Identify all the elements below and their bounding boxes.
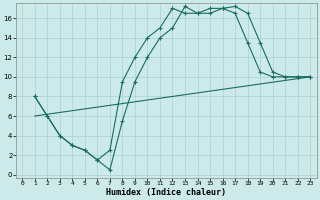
X-axis label: Humidex (Indice chaleur): Humidex (Indice chaleur)	[106, 188, 226, 197]
